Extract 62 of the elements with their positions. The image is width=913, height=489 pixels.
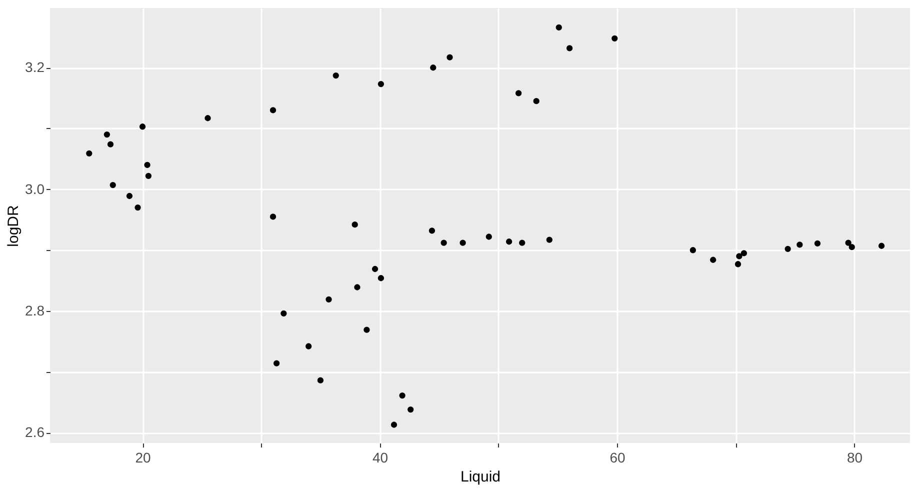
point [86, 150, 92, 156]
point [845, 240, 852, 246]
x-tick-label: 60 [610, 450, 626, 466]
point [878, 242, 885, 249]
point [326, 296, 332, 302]
point [270, 107, 276, 114]
point [134, 204, 141, 211]
point [110, 182, 116, 188]
point [515, 90, 522, 96]
point [364, 326, 370, 333]
point [408, 406, 414, 413]
point [784, 246, 791, 252]
y-tick-label: 3.0 [25, 180, 45, 197]
point [740, 250, 748, 256]
y-axis-title: logDR [5, 204, 22, 247]
point [428, 228, 436, 234]
point [126, 192, 133, 200]
point [204, 115, 211, 122]
point [710, 256, 716, 263]
point [352, 222, 358, 228]
point [556, 24, 562, 31]
point [734, 261, 742, 268]
x-tick-label: 40 [372, 450, 388, 466]
point [690, 247, 696, 254]
point [848, 244, 855, 250]
point [390, 422, 398, 428]
point [104, 131, 110, 138]
point [273, 360, 280, 366]
point [378, 80, 384, 88]
point [317, 377, 324, 384]
point [566, 45, 573, 52]
point [139, 124, 146, 130]
point [378, 275, 384, 282]
point [270, 214, 276, 220]
point [430, 64, 436, 71]
point [486, 234, 492, 240]
point [546, 236, 552, 243]
y-tick-label: 2.8 [25, 302, 45, 318]
point [519, 240, 526, 246]
x-tick-label: 80 [846, 450, 863, 466]
point [814, 240, 821, 247]
point [107, 141, 114, 148]
point [145, 172, 152, 179]
point [399, 392, 406, 399]
point [796, 242, 803, 248]
point [460, 240, 466, 246]
x-tick-label: 20 [135, 450, 152, 466]
point [506, 238, 512, 245]
point [144, 162, 150, 168]
point [280, 310, 287, 316]
point [736, 253, 742, 260]
y-tick-label: 2.6 [25, 424, 45, 440]
point [354, 284, 360, 290]
point [446, 54, 453, 60]
point [306, 343, 312, 350]
x-axis-title: Liquid [460, 468, 501, 486]
point [533, 98, 540, 104]
point [612, 35, 618, 42]
y-tick-label: 3.2 [25, 59, 45, 76]
point [440, 240, 447, 246]
point [372, 266, 378, 272]
point [332, 72, 339, 79]
